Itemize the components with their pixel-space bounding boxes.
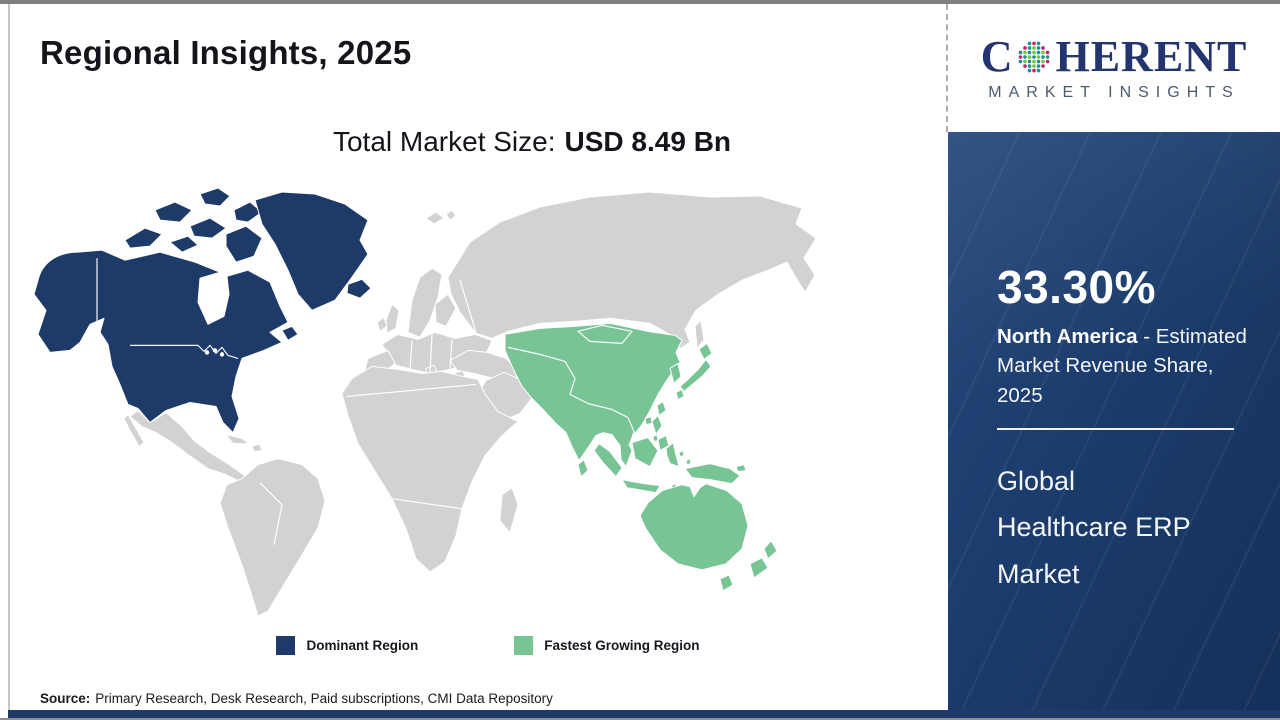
logo-letter-c: C (980, 31, 1014, 81)
page-title: Regional Insights, 2025 (40, 34, 412, 71)
bottom-border (0, 718, 1280, 720)
share-description: North America - Estimated Market Revenue… (997, 322, 1257, 410)
market-name: Global Healthcare ERP Market (997, 466, 1191, 589)
fastest-growing-region-swatch (514, 636, 534, 655)
top-border (0, 0, 1280, 4)
legend-label: Fastest Growing Region (544, 638, 700, 653)
source-text: Primary Research, Desk Research, Paid su… (95, 691, 553, 706)
map-legend: Dominant Region Fastest Growing Region (30, 636, 946, 655)
legend-item-dominant: Dominant Region (276, 636, 418, 655)
region-north-america (33, 187, 372, 434)
great-lakes (204, 348, 225, 357)
coherent-logo: C HERENT (980, 31, 1248, 81)
logo-subtitle: MARKET INSIGHTS (988, 83, 1240, 101)
source-label: Source: (40, 691, 91, 706)
side-panel: 33.30% North America - Estimated Market … (948, 132, 1280, 720)
market-size-value: USD 8.49 Bn (564, 126, 732, 157)
total-market-size: Total Market Size: USD 8.49 Bn (0, 126, 1064, 158)
market-size-label: Total Market Size: (332, 126, 556, 157)
globe-dots-icon (1019, 41, 1050, 72)
region-asia-pacific (504, 322, 778, 592)
left-border (8, 4, 10, 718)
world-map (33, 187, 817, 617)
dashed-separator (946, 4, 948, 132)
panel-divider (997, 428, 1234, 430)
country-borders (96, 258, 635, 545)
share-desc-text: - Estimated Market Revenue Share, 2025 (997, 325, 1247, 407)
share-value: 33.30% (997, 261, 1157, 313)
logo-letters-rest: HERENT (1055, 31, 1248, 81)
dominant-region-swatch (276, 636, 296, 655)
legend-item-fastest-growing: Fastest Growing Region (514, 636, 700, 655)
source-line: Source: Primary Research, Desk Research, … (40, 691, 553, 706)
share-region: North America (997, 325, 1138, 348)
region-rest-of-world (123, 191, 817, 617)
bottom-navy-bar (8, 710, 1280, 718)
legend-label: Dominant Region (306, 638, 419, 653)
logo-area: C HERENT MARKET INSIGHTS (948, 4, 1280, 132)
